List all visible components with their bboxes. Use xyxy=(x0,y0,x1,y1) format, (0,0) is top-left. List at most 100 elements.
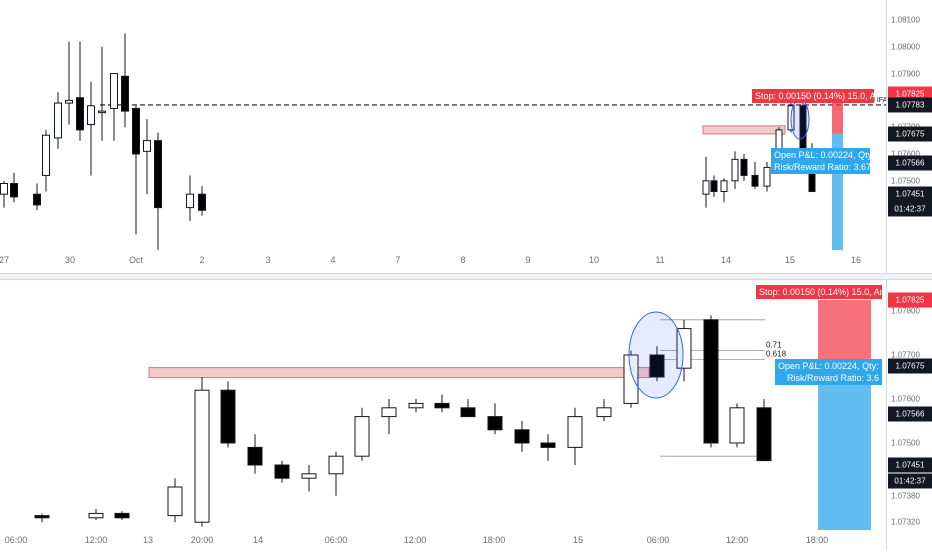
bottom-time-tick: 12:00 xyxy=(403,535,427,545)
candle-body xyxy=(65,99,73,104)
top-time-tick: 10 xyxy=(588,255,600,265)
top-time-tick: 27 xyxy=(0,255,10,265)
highlight-ellipse xyxy=(790,98,810,140)
target-zone-box xyxy=(818,366,871,530)
bottom-stop-label[interactable]: Stop: 0.00150 (0.14%) 15.0, Am xyxy=(756,285,882,299)
top-pnl-label[interactable]: Open P&L: 0.00224, Qty: 166 xyxy=(771,148,870,162)
top-time-tick: 16 xyxy=(850,255,862,265)
top-price-plot[interactable]: 50% 1H IFA xyxy=(0,0,886,250)
top-price-tick: 1.08100 xyxy=(891,15,920,25)
bottom-price-plot[interactable]: 0.710.6180 xyxy=(0,280,886,530)
bottom-time-tick: 12:00 xyxy=(84,535,108,545)
bottom-time-tick: 14 xyxy=(252,535,264,545)
top-time-tick: 11 xyxy=(655,255,665,265)
bottom-rr-label[interactable]: Risk/Reward Ratio: 3.6 xyxy=(775,371,882,385)
top-price-tick: 1.07900 xyxy=(891,69,920,79)
candle-body xyxy=(740,158,748,176)
supply-zone xyxy=(702,125,786,135)
bottom-time-tick: 12:00 xyxy=(725,535,749,545)
top-time-tick: 8 xyxy=(460,255,466,265)
pane-separator[interactable] xyxy=(0,273,932,280)
candle-body xyxy=(198,193,206,211)
candle-body xyxy=(381,407,397,418)
candle-body xyxy=(676,328,692,369)
top-price-badge-countdown: 01:42:37 xyxy=(888,201,932,217)
stop-zone-box xyxy=(832,93,843,134)
candle-body xyxy=(751,174,759,187)
candle-body xyxy=(649,354,665,378)
top-price-tick: 1.08000 xyxy=(891,42,920,52)
bottom-time-tick: 06:00 xyxy=(324,535,348,545)
bottom-chart-pane[interactable]: 0.710.6180 1.078001.077001.076001.075001… xyxy=(0,280,932,550)
highlight-ellipse xyxy=(628,311,684,399)
bottom-price-tick: 1.07380 xyxy=(891,491,920,501)
bottom-price-badge-stop: 1.07825 xyxy=(888,292,932,308)
candle-body xyxy=(596,407,612,418)
candle-body xyxy=(514,429,530,444)
candle-body xyxy=(720,180,728,193)
candle-body xyxy=(408,402,424,409)
candle-body xyxy=(10,182,18,198)
bottom-price-badge-target: 1.07451 xyxy=(888,457,932,473)
top-time-tick: 30 xyxy=(64,255,76,265)
bottom-time-scale[interactable]: 06:00 12:00 13 20:00 14 06:00 12:00 18:00 15 06:0… xyxy=(0,530,886,553)
top-time-tick: Oct xyxy=(128,255,144,265)
candle-body xyxy=(87,105,95,126)
bottom-price-tick: 1.07800 xyxy=(891,306,920,316)
top-chart-pane[interactable]: 50% 1H IFA 1.081001.080001.079001.078001… xyxy=(0,0,932,273)
candle-body xyxy=(540,442,556,448)
bottom-pnl-label[interactable]: Open P&L: 0.00224, Qty: 1 xyxy=(775,359,882,373)
bottom-price-badge-entry: 1.07675 xyxy=(888,358,932,374)
candle-body xyxy=(729,407,745,444)
bottom-price-tick: 1.07320 xyxy=(891,517,920,527)
top-price-badge-close: 1.07566 xyxy=(888,155,932,171)
stop-zone-box xyxy=(818,300,871,366)
fib-label: 0.618 xyxy=(766,349,787,358)
candle-body xyxy=(98,110,106,114)
candle-body xyxy=(567,416,583,448)
bottom-price-scale[interactable]: 1.07800 1.07700 1.07600 1.07500 1.07380 1.073… xyxy=(886,280,932,550)
candle-body xyxy=(0,182,8,195)
candle-body xyxy=(247,446,263,466)
candle-body xyxy=(154,140,162,209)
bottom-time-tick: 06:00 xyxy=(646,535,670,545)
bottom-price-tick: 1.07700 xyxy=(891,350,920,360)
candle-body xyxy=(33,193,41,206)
candle-body xyxy=(132,107,140,155)
candle-body xyxy=(220,389,236,444)
bottom-time-tick: 13 xyxy=(142,535,154,545)
candle-body xyxy=(487,416,503,431)
top-time-tick: 4 xyxy=(330,255,336,265)
top-time-tick: 15 xyxy=(784,255,796,265)
bottom-price-tick: 1.07500 xyxy=(891,438,920,448)
candle-body xyxy=(702,180,710,195)
candle-body xyxy=(42,134,50,176)
candle-body xyxy=(434,402,450,409)
candle-body xyxy=(703,319,719,444)
top-time-scale[interactable]: 27 30 Oct 2 3 4 7 8 9 10 11 14 15 16 xyxy=(0,250,886,273)
fib-label: 0.71 xyxy=(766,341,782,350)
top-price-badge-stop: 1.07825 xyxy=(888,86,932,102)
top-time-tick: 2 xyxy=(199,255,205,265)
bottom-time-tick: 18:00 xyxy=(805,535,829,545)
top-rr-label[interactable]: Risk/Reward Ratio: 3.67 xyxy=(771,160,870,174)
top-time-tick: 3 xyxy=(265,255,271,265)
bottom-time-tick: 15 xyxy=(572,535,584,545)
bottom-time-tick: 06:00 xyxy=(4,535,28,545)
candle-body xyxy=(623,354,639,404)
top-stop-label[interactable]: Stop: 0.00150 (0.14%) 15.0, Amo xyxy=(752,89,874,103)
bottom-time-tick: 18:00 xyxy=(482,535,506,545)
candle-body xyxy=(121,75,129,112)
bottom-price-badge-close: 1.07566 xyxy=(888,406,932,422)
candle-body xyxy=(110,73,118,109)
top-price-badge-entry: 1.07675 xyxy=(888,126,932,142)
top-time-tick: 9 xyxy=(525,255,531,265)
top-price-tick: 1.07500 xyxy=(891,176,920,186)
top-price-scale[interactable]: 1.081001.080001.079001.078001.077001.076… xyxy=(886,0,932,273)
supply-zone xyxy=(148,367,650,379)
candle-body xyxy=(354,416,370,457)
candle-body xyxy=(76,97,84,131)
bottom-price-badge-countdown: 01:42:37 xyxy=(888,473,932,489)
candle-body xyxy=(194,389,210,523)
candle-body xyxy=(34,515,50,519)
